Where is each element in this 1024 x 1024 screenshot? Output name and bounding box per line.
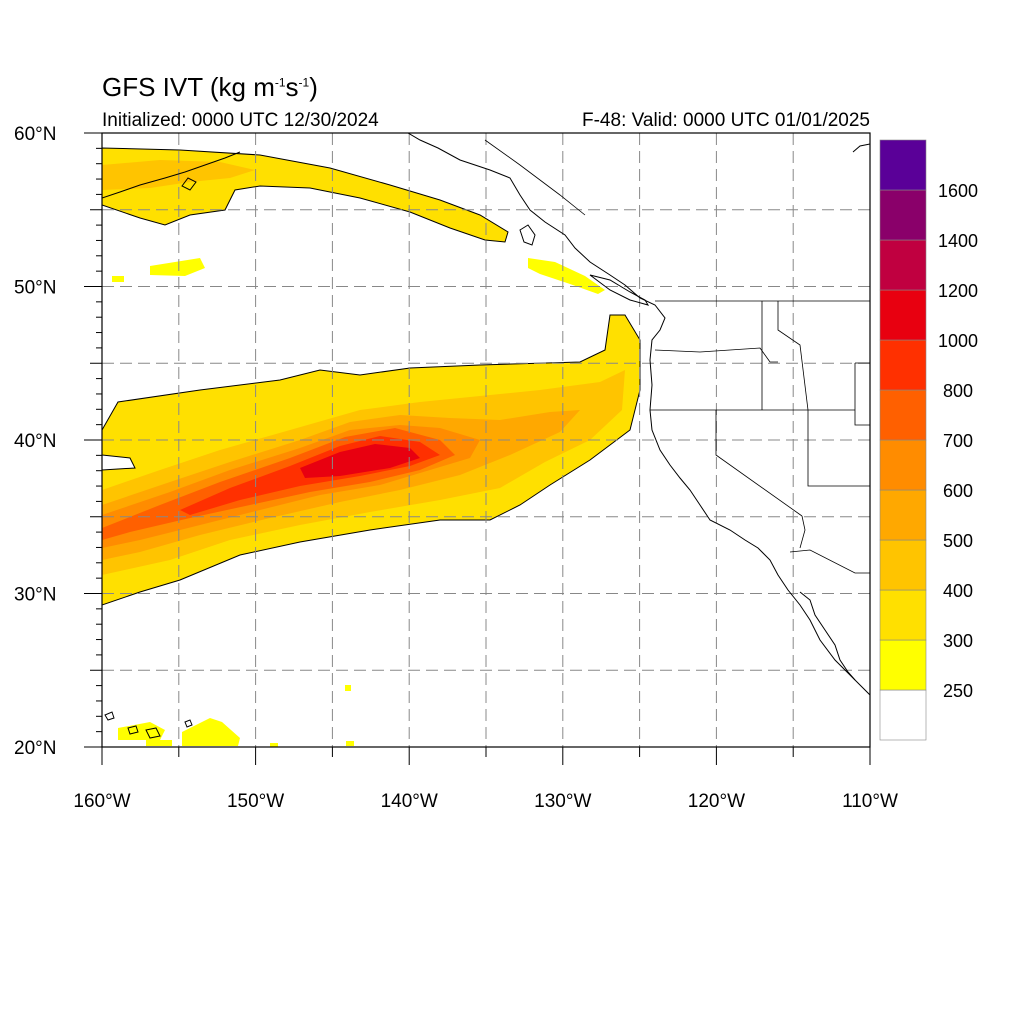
ivt-patch bbox=[346, 741, 354, 746]
colorbar-box bbox=[879, 489, 927, 541]
lon-label: 140°W bbox=[381, 791, 438, 812]
colorbar-label: 1400 bbox=[938, 231, 978, 251]
colorbar-box bbox=[879, 589, 927, 641]
border-montana bbox=[854, 362, 870, 426]
ivt-patch bbox=[528, 258, 605, 294]
init-time-label: Initialized: 0000 UTC 12/30/2024 bbox=[102, 110, 379, 131]
colorbar-box bbox=[879, 239, 927, 291]
colorbar-box bbox=[879, 339, 927, 391]
ivt-patch bbox=[345, 685, 351, 691]
colorbar-box bbox=[879, 689, 927, 741]
colorbar-box bbox=[879, 389, 927, 441]
border-wa-or bbox=[654, 347, 778, 363]
lat-label: 40°N bbox=[14, 431, 56, 452]
border-ak-bc bbox=[484, 139, 586, 216]
colorbar-box bbox=[879, 139, 927, 191]
colorbar-label: 700 bbox=[943, 431, 973, 451]
colorbar-box bbox=[879, 639, 927, 691]
lat-axis-labels: 60°N 50°N 40°N 30°N 20°N bbox=[14, 124, 56, 759]
border-nevada bbox=[715, 410, 803, 517]
lon-axis-labels: 160°W 150°W 140°W 130°W 120°W 110°W bbox=[73, 791, 898, 812]
lon-label: 120°W bbox=[688, 791, 745, 812]
colorbar-label: 1600 bbox=[938, 181, 978, 201]
political-borders bbox=[484, 139, 870, 574]
lon-label: 160°W bbox=[73, 791, 130, 812]
axis-ticks bbox=[84, 132, 871, 765]
colorbar-label: 800 bbox=[943, 381, 973, 401]
ivt-ar-800 bbox=[300, 444, 420, 478]
border-ca-az bbox=[799, 515, 806, 549]
lat-label: 60°N bbox=[14, 124, 56, 145]
colorbar-label: 400 bbox=[943, 581, 973, 601]
map-title: GFS IVT (kg m-1s-1) bbox=[102, 72, 318, 102]
ivt-patch bbox=[182, 718, 240, 746]
lat-label: 20°N bbox=[14, 738, 56, 759]
ivt-patch bbox=[150, 258, 205, 276]
colorbar-label: 300 bbox=[943, 631, 973, 651]
colorbar-box bbox=[879, 439, 927, 491]
border-idaho bbox=[761, 301, 809, 411]
alaska-coast bbox=[102, 151, 241, 199]
coastline-west bbox=[407, 133, 870, 696]
vancouver-island bbox=[589, 274, 650, 306]
colorbar-box bbox=[879, 539, 927, 591]
haida-gwaii bbox=[519, 224, 536, 246]
colorbar-label: 250 bbox=[943, 681, 973, 701]
ivt-shading bbox=[102, 147, 641, 747]
colorbar-label: 500 bbox=[943, 531, 973, 551]
coastlines bbox=[102, 133, 870, 739]
ivt-patch bbox=[112, 276, 124, 282]
lat-label: 30°N bbox=[14, 585, 56, 606]
colorbar-label: 600 bbox=[943, 481, 973, 501]
grid-lines bbox=[102, 133, 870, 747]
colorbar-box bbox=[879, 289, 927, 341]
ivt-patch bbox=[118, 722, 165, 740]
lat-label: 50°N bbox=[14, 278, 56, 299]
hawaii-islands bbox=[104, 711, 193, 739]
baja-coast bbox=[799, 591, 856, 681]
valid-time-label: F-48: Valid: 0000 UTC 01/01/2025 bbox=[582, 110, 870, 131]
colorbar-label: 1200 bbox=[938, 281, 978, 301]
ivt-patch bbox=[270, 743, 278, 747]
colorbar-box bbox=[879, 189, 927, 241]
lon-label: 150°W bbox=[227, 791, 284, 812]
lon-label: 110°W bbox=[842, 791, 898, 812]
lon-label: 130°W bbox=[534, 791, 591, 812]
border-us-mexico bbox=[789, 549, 870, 574]
colorbar: 250 300 400 500 600 700 800 1000 1200 1400 1600 bbox=[879, 139, 978, 741]
ivt-patch bbox=[146, 740, 172, 746]
border-ut-az bbox=[807, 410, 870, 487]
colorbar-label: 1000 bbox=[938, 331, 978, 351]
